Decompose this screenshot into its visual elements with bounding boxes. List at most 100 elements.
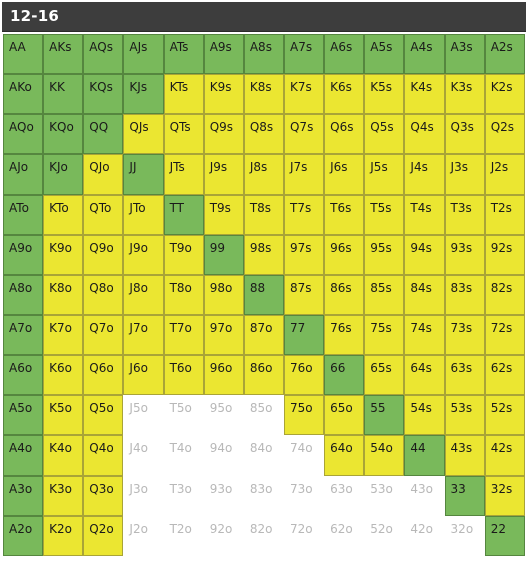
hand-cell: 85o [243, 395, 284, 436]
hand-cell: KTs [163, 74, 204, 115]
hand-cell: 33 [444, 475, 485, 516]
hand-cell: K9s [203, 74, 244, 115]
hand-cell: J7o [123, 314, 164, 356]
hand-cell: K4o [43, 435, 84, 476]
hand-cell: Q8o [83, 274, 124, 315]
hand-cell: K5o [43, 395, 84, 436]
hand-cell: J7s [283, 154, 325, 195]
hand-cell: Q8s [243, 114, 284, 155]
hand-cell: 82s [484, 274, 525, 315]
hand-cell: TT [163, 194, 204, 235]
hand-cell: 66 [324, 355, 365, 396]
hand-cell: A4s [404, 34, 445, 75]
hand-cell: K3o [43, 475, 84, 516]
hand-cell: 95o [203, 395, 244, 436]
hand-cell: 94o [203, 435, 244, 476]
hand-cell: 77 [283, 314, 325, 356]
hand-cell: KJo [43, 154, 84, 195]
hand-cell: 54s [404, 395, 445, 436]
hand-cell: 22 [484, 515, 525, 556]
hand-cell: A7s [283, 34, 325, 75]
hand-cell: K5s [364, 74, 405, 115]
hand-cell: JJ [123, 154, 164, 195]
hand-cell: ATo [3, 194, 44, 235]
hand-cell: J3o [123, 475, 164, 516]
hand-cell: Q4s [404, 114, 445, 155]
chart-title-bar: 12-16 [2, 2, 526, 32]
hand-cell: 55 [364, 395, 405, 436]
hand-cell: T6o [163, 355, 204, 396]
hand-cell: 72s [484, 314, 525, 356]
hand-cell: J5o [123, 395, 164, 436]
hand-cell: Q4o [83, 435, 124, 476]
hand-cell: Q6o [83, 355, 124, 396]
hand-cell: K8s [243, 74, 284, 115]
hand-cell: 63s [444, 355, 485, 396]
hand-cell: 85s [364, 274, 405, 315]
hand-cell: 32s [484, 475, 525, 516]
hand-cell: KK [43, 74, 84, 115]
hand-cell: 87s [283, 274, 325, 315]
hand-cell: 98o [203, 274, 244, 315]
hand-cell: 84o [243, 435, 284, 476]
hand-cell: 74s [404, 314, 445, 356]
hand-cell: A2o [3, 515, 44, 556]
hand-cell: A3o [3, 475, 44, 516]
hand-cell: QJs [123, 114, 164, 155]
hand-cell: T6s [324, 194, 365, 235]
hand-cell: 42o [404, 515, 445, 556]
hand-cell: 95s [364, 234, 405, 275]
hand-cell: J3s [444, 154, 485, 195]
hand-cell: K2o [43, 515, 84, 556]
hand-cell: 96o [203, 355, 244, 396]
hand-cell: A3s [444, 34, 485, 75]
hand-cell: 98s [243, 234, 284, 275]
hand-cell: T3s [444, 194, 485, 235]
hand-cell: J2o [123, 515, 164, 556]
hand-cell: K8o [43, 274, 84, 315]
hand-cell: A6o [3, 355, 44, 396]
hand-cell: T2o [163, 515, 204, 556]
hand-cell: K7o [43, 314, 84, 356]
hand-cell: 86o [243, 355, 284, 396]
hand-cell: 73s [444, 314, 485, 356]
hand-cell: 43s [444, 435, 485, 476]
hand-cell: 94s [404, 234, 445, 275]
hand-cell: 64s [404, 355, 445, 396]
hand-cell: 74o [283, 435, 325, 476]
hand-cell: A8s [243, 34, 284, 75]
hand-cell: 96s [324, 234, 365, 275]
hand-cell: Q5s [364, 114, 405, 155]
hand-cell: T9o [163, 234, 204, 275]
hand-cell: Q6s [324, 114, 365, 155]
hand-cell: T5s [364, 194, 405, 235]
hand-cell: 62s [484, 355, 525, 396]
hand-cell: 97o [203, 314, 244, 356]
hand-cell: T7s [283, 194, 325, 235]
hand-cell: 76o [283, 355, 325, 396]
hand-cell: Q3o [83, 475, 124, 516]
hand-range-grid: AA AKs AQs AJs ATs A9s A8s A7s A6s A5s A4s A3s A2s AK… [3, 34, 525, 556]
hand-cell: 93s [444, 234, 485, 275]
hand-cell: K4s [404, 74, 445, 115]
hand-cell: Q9s [203, 114, 244, 155]
hand-cell: 84s [404, 274, 445, 315]
hand-cell: 92s [484, 234, 525, 275]
hand-cell: Q5o [83, 395, 124, 436]
hand-cell: J6o [123, 355, 164, 396]
hand-cell: 72o [283, 515, 325, 556]
hand-cell: QTs [163, 114, 204, 155]
hand-cell: 83s [444, 274, 485, 315]
hand-cell: 87o [243, 314, 284, 356]
hand-cell: 88 [243, 274, 284, 315]
hand-cell: 75o [283, 395, 325, 436]
hand-cell: J4s [404, 154, 445, 195]
hand-cell: 32o [444, 515, 485, 556]
hand-cell: A9s [203, 34, 244, 75]
hand-cell: K7s [283, 74, 325, 115]
hand-cell: A2s [484, 34, 525, 75]
hand-cell: 76s [324, 314, 365, 356]
hand-cell: 44 [404, 435, 445, 476]
hand-cell: 64o [324, 435, 365, 476]
hand-cell: 65s [364, 355, 405, 396]
